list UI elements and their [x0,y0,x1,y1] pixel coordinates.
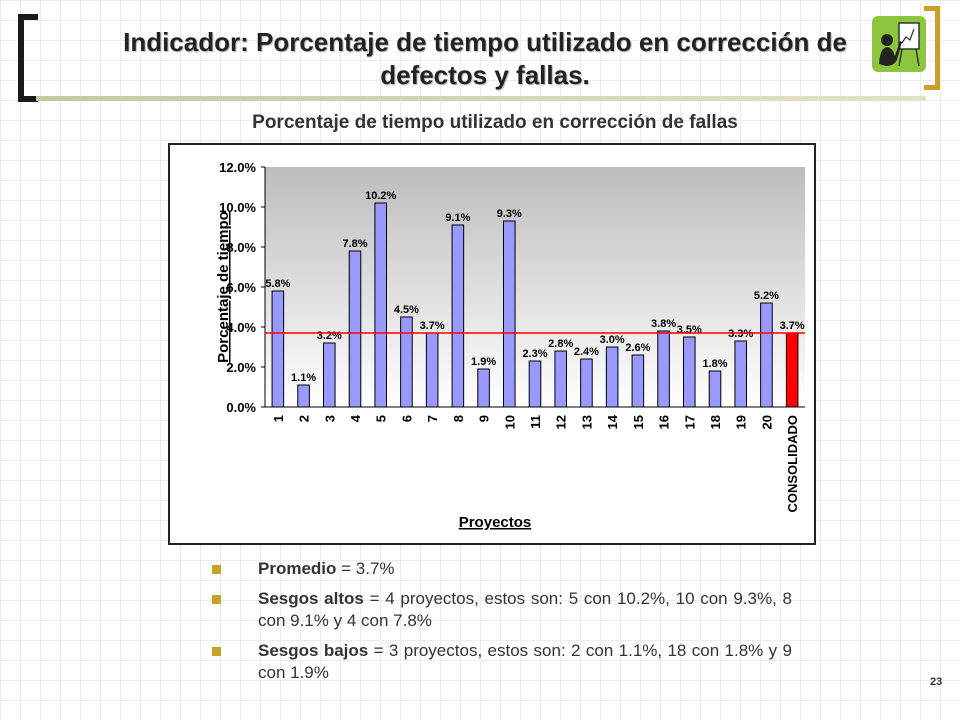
x-tick-label: 11 [528,415,543,429]
bullet-low-bias: Sesgos bajos = 3 proyectos, estos son: 2… [212,640,792,684]
bullet-marker [212,647,221,656]
x-tick-label: 12 [554,415,569,429]
x-tick-label: 8 [451,415,466,422]
data-label: 2.6% [625,342,650,354]
bullet-label: Sesgos bajos [258,641,369,660]
bar [425,332,439,408]
summary-list: Promedio = 3.7% Sesgos altos = 4 proyect… [212,558,792,692]
data-label: 5.2% [754,290,779,302]
y-tick-label: 4.0% [226,320,256,335]
bar [605,346,619,408]
x-tick-label: 6 [399,415,414,422]
x-axis-title: Proyectos [459,514,532,531]
data-label: 3.7% [420,320,445,332]
bar [708,370,722,408]
data-label: 1.8% [702,358,727,370]
bar [400,316,413,408]
x-tick-label: 19 [734,415,749,429]
y-tick-label: 10.0% [219,200,256,215]
data-label: 3.0% [600,334,625,346]
x-tick-label: 10 [502,415,517,429]
bar [683,336,696,408]
bar [503,220,516,408]
data-label: 4.5% [394,304,419,316]
bullet-text: = 4 proyectos, estos son: 5 con 10.2%, 1… [258,589,792,630]
bar [323,342,336,408]
bar [477,368,490,408]
chart-title: Porcentaje de tiempo utilizado en correc… [252,112,738,133]
bullet-marker [212,595,221,604]
y-axis-title: Porcentaje de tiempo [215,211,232,363]
data-label: 5.8% [265,278,290,290]
bar [528,360,542,408]
x-tick-label: 2 [297,415,312,422]
data-label: 3.5% [677,324,702,336]
x-tick-label: 14 [605,414,620,429]
data-label: 9.3% [497,208,522,220]
bar [271,290,285,408]
x-tick-label: 4 [348,414,363,422]
data-label: 2.4% [574,346,599,358]
data-label: 10.2% [365,190,396,202]
x-tick-label: 7 [425,415,440,422]
data-label: 3.7% [780,320,805,332]
bullet-high-bias: Sesgos altos = 4 proyectos, estos son: 5… [212,588,792,632]
x-tick-label: 3 [322,415,337,422]
x-tick-label: 18 [708,415,723,429]
bar [734,340,748,408]
data-label: 2.8% [548,338,573,350]
bar [580,358,593,408]
y-tick-label: 2.0% [226,360,256,375]
x-tick-label: 17 [682,415,697,429]
chart-frame: 0.0% 2.0% 4.0% 6.0% 8.0% 10.0% 12.0% Porcentaje… [168,143,816,545]
bar [374,202,388,408]
bullet-average: Promedio = 3.7% [212,558,792,580]
x-tick-label: 5 [374,415,389,422]
x-tick-label: CONSOLIDADO [785,415,800,513]
bullet-marker [212,565,221,574]
bar [657,330,670,408]
y-tick-label: 8.0% [226,240,256,255]
x-tick-label: 16 [657,415,672,429]
data-label: 9.1% [445,212,470,224]
bar [631,354,645,408]
bullet-label: Sesgos altos [258,589,364,608]
y-tick-label: 0.0% [226,400,256,415]
data-label: 1.9% [471,356,496,368]
bar [348,250,362,408]
data-label: 7.8% [342,238,367,250]
bullet-label: Promedio [258,559,337,578]
data-label: 3.3% [728,328,753,340]
right-bracket-decoration [924,6,940,90]
bar-consolidado [785,332,799,408]
y-tick-label: 12.0% [219,160,256,175]
data-label: 3.8% [651,318,676,330]
data-label: 2.3% [522,348,547,360]
y-tick-label: 6.0% [226,280,256,295]
bar-chart: 0.0% 2.0% 4.0% 6.0% 8.0% 10.0% 12.0% Porcentaje… [215,160,805,531]
x-tick-label: 15 [631,415,646,429]
slide-title: Indicador: Porcentaje de tiempo utilizad… [123,27,847,90]
x-tick-label: 20 [759,415,774,429]
page-number: 23 [930,676,943,688]
data-label: 3.2% [317,330,342,342]
x-tick-label: 9 [477,415,492,422]
bar [760,302,773,408]
data-label: 1.1% [291,372,316,384]
x-tick-label: 13 [579,415,594,429]
bar [297,384,310,408]
bullet-text: = 3.7% [336,559,395,578]
presenter-whiteboard-icon [872,16,926,72]
title-underline-decoration [36,96,926,101]
x-tick-label: 1 [271,415,286,422]
bar [554,350,567,408]
bullet-text: = 3 proyectos, estos son: 2 con 1.1%, 18… [258,641,792,682]
bar [451,224,465,408]
left-bracket-decoration [18,14,38,102]
